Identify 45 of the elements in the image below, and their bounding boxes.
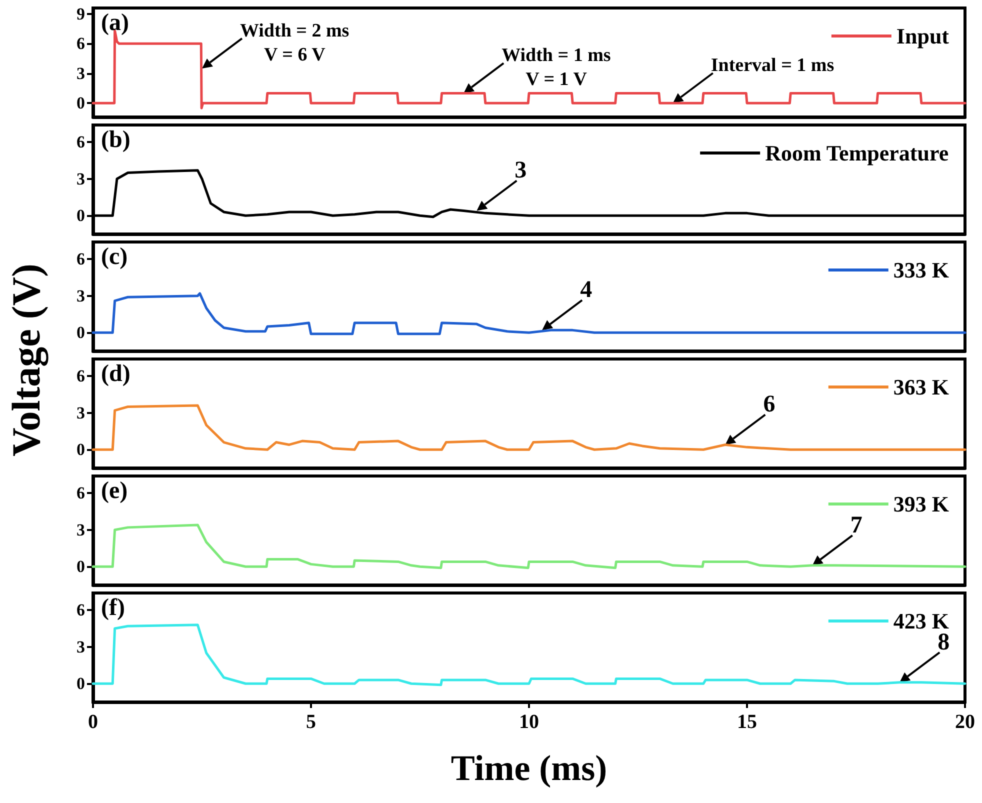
chart-title: (a) [101,10,129,36]
y-tick-label: 0 [76,94,85,113]
y-tick-label: 3 [76,637,85,656]
y-tick-label: 6 [76,250,85,269]
x-tick-label: 15 [737,711,757,733]
chart-title: (f) [101,595,125,621]
y-tick-label: 6 [76,34,85,54]
y-tick-label: 3 [76,286,85,306]
y-tick-label: 9 [76,4,85,24]
y-tick-label: 6 [76,484,85,503]
chart-title: (d) [101,361,130,387]
annotation: Width = 2 ms [240,20,350,42]
y-tick-label: 6 [76,366,85,386]
chart-title: (c) [101,244,128,270]
legend-label: 393 K [893,492,950,516]
chart-title: (b) [101,127,130,153]
y-tick-label: 3 [76,169,85,188]
y-tick-label: 3 [76,520,85,540]
y-tick-label: 0 [76,557,85,576]
annotation: V = 1 V [526,69,588,90]
x-tick-label: 5 [306,711,316,733]
y-tick-label: 0 [76,440,85,460]
annotation: Interval = 1 ms [710,55,834,76]
y-tick-label: 6 [76,132,85,152]
legend-label: Room Temperature [765,140,949,166]
annotation: 3 [514,158,527,184]
annotation: Width = 1 ms [502,45,611,66]
y-tick-label: 0 [76,323,85,342]
legend-label: 363 K [893,374,950,400]
legend-label: 333 K [893,258,950,282]
y-tick-label: 3 [76,403,85,422]
annotation: 7 [850,512,862,538]
y-tick-label: 0 [76,206,85,226]
x-axis-title: Time (ms) [450,748,608,788]
annotation: 4 [580,277,592,304]
y-tick-label: 6 [76,600,85,620]
y-axis-title: Voltage (V) [2,264,50,456]
legend-label: Input [896,24,950,48]
chart-title: (e) [101,478,128,504]
annotation: 6 [763,392,776,418]
x-tick-label: 20 [955,711,975,733]
x-tick-label: 10 [519,711,539,733]
annotation: V = 6 V [264,44,326,66]
y-tick-label: 0 [76,674,85,694]
y-tick-label: 3 [76,64,85,83]
